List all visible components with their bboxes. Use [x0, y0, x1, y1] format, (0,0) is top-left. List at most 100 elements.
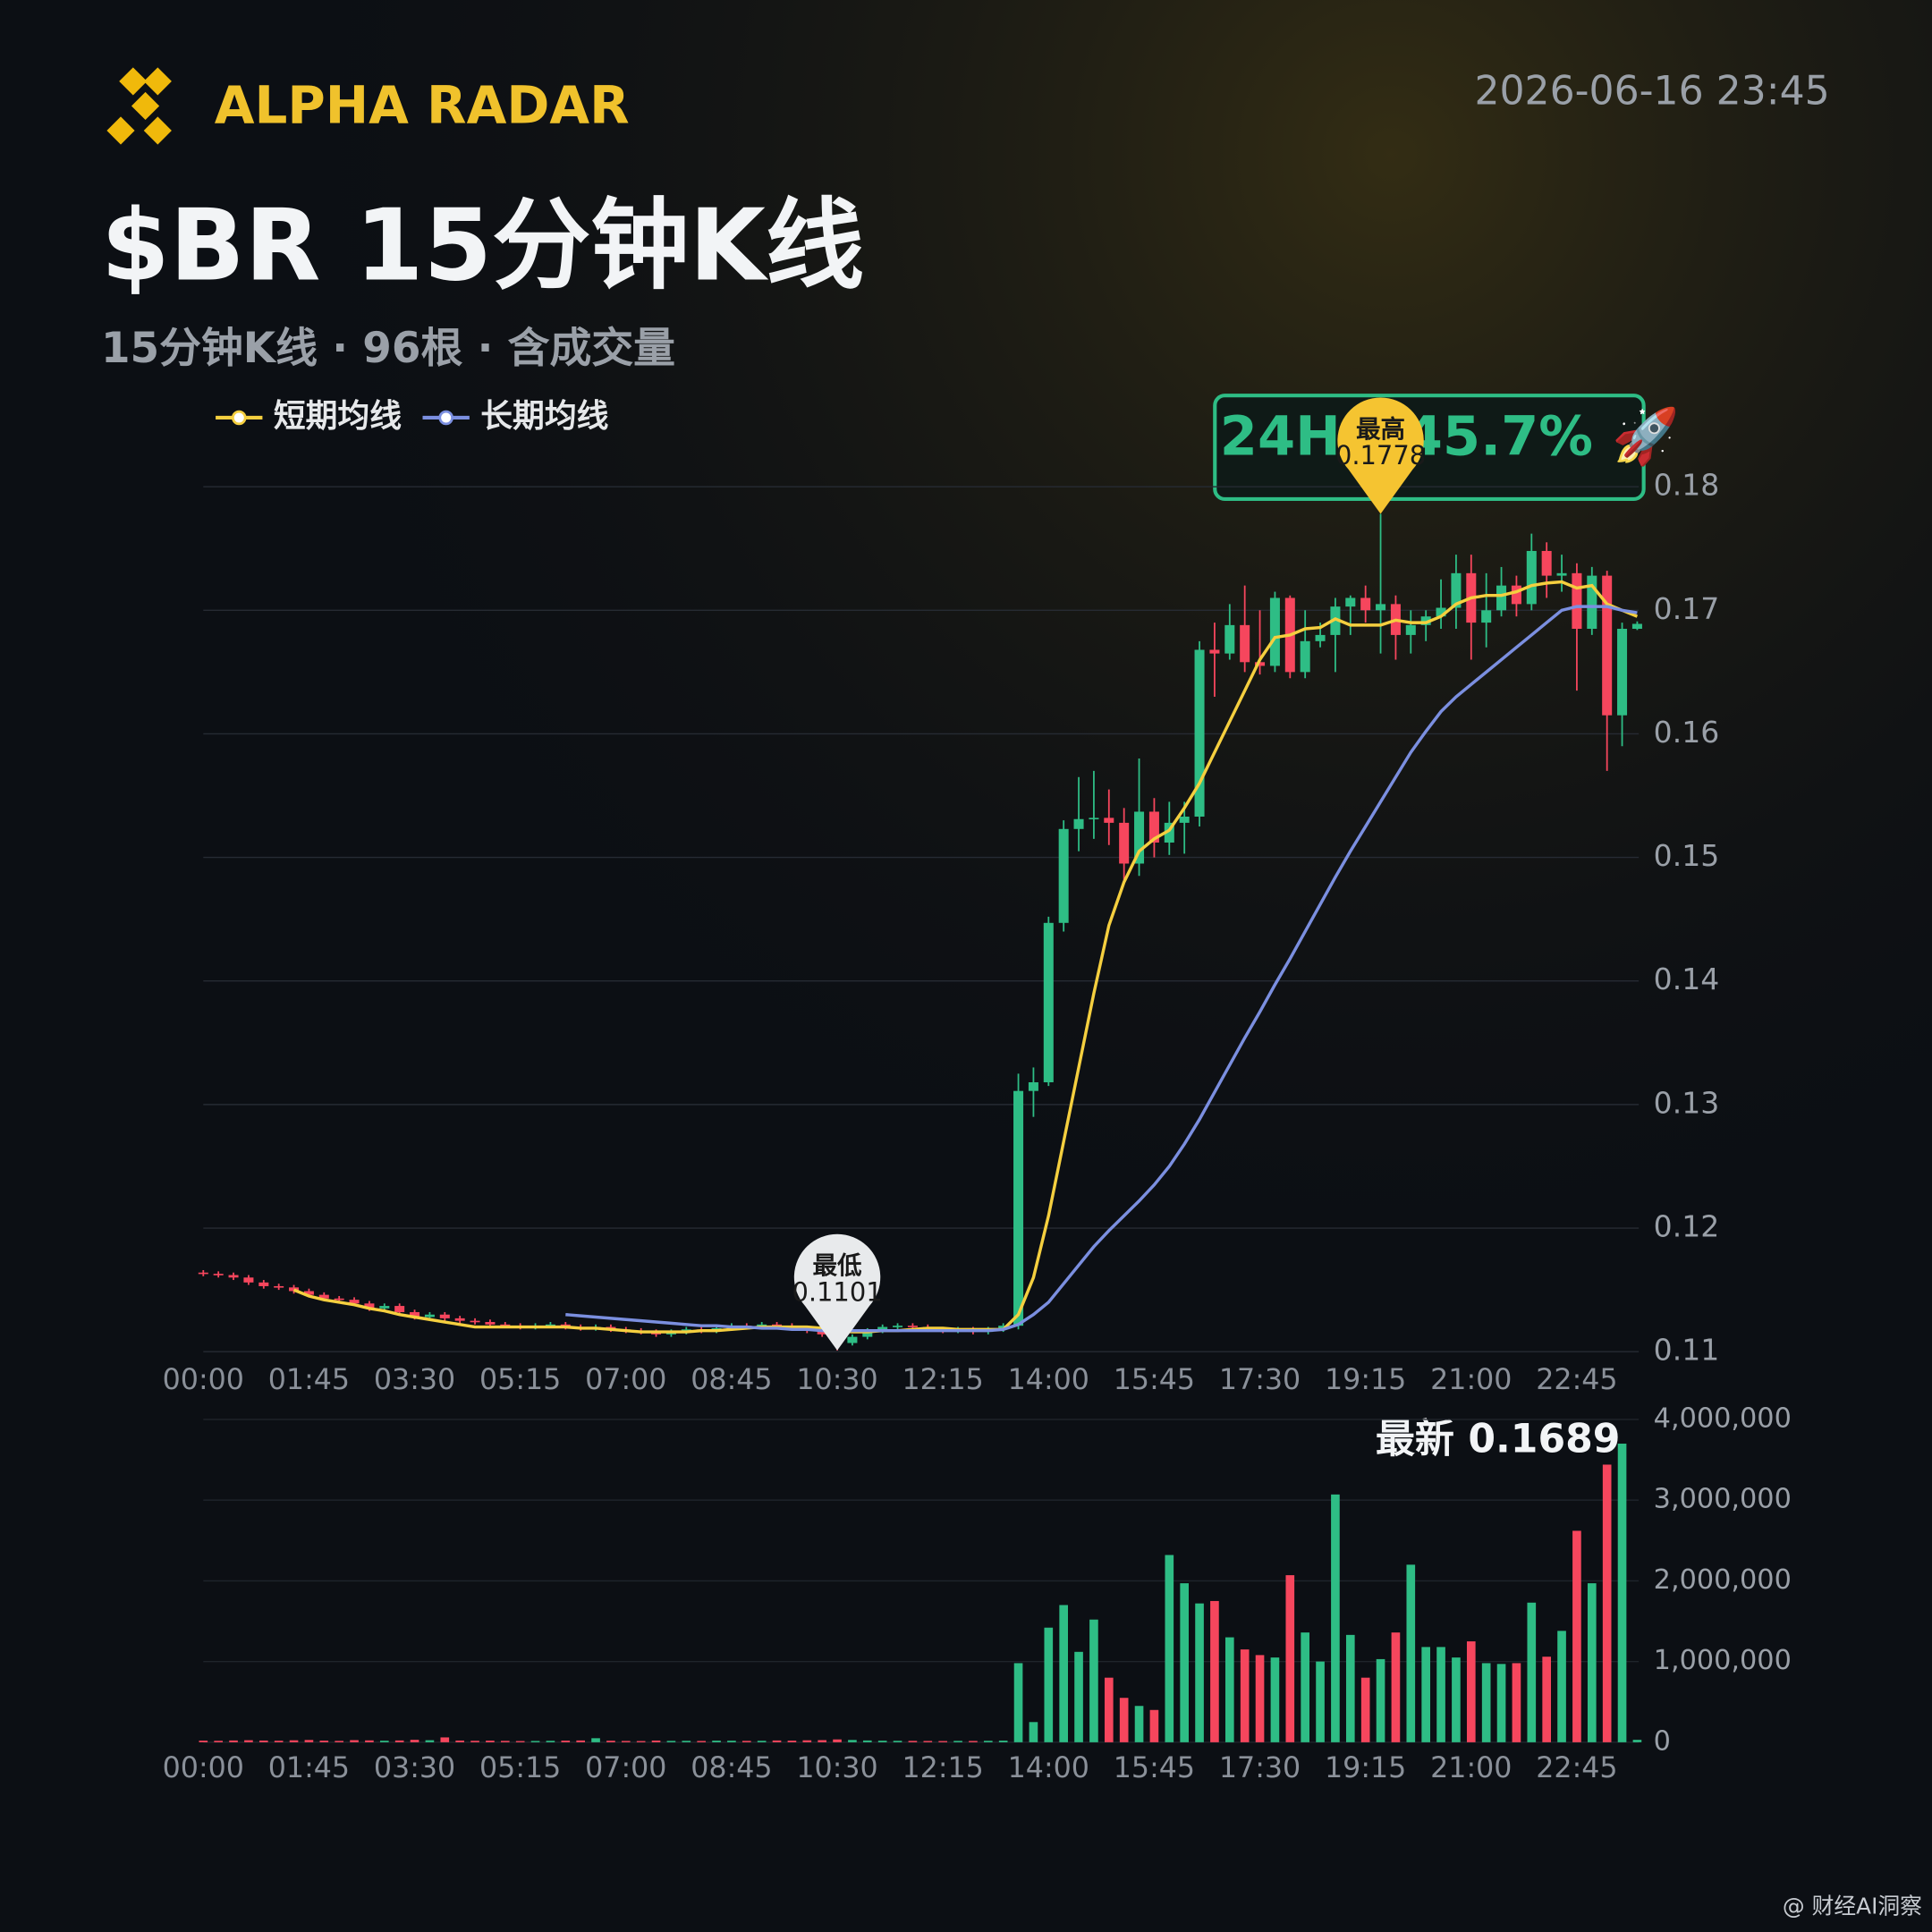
pin [793, 1233, 881, 1351]
volume-bar [1376, 1658, 1385, 1742]
y-tick-label: 0 [1654, 1725, 1671, 1757]
volume-bar [1572, 1530, 1581, 1742]
volume-bar [1029, 1722, 1038, 1742]
volume-bar [500, 1741, 510, 1742]
candle-body [349, 1300, 360, 1304]
candle-body [1119, 822, 1130, 864]
volume-bar [258, 1740, 268, 1742]
volume-bar [651, 1740, 661, 1742]
x-tick-label: 01:45 [268, 1364, 350, 1396]
x-tick-label: 17:30 [1219, 1752, 1301, 1784]
x-tick-label: 22:45 [1536, 1752, 1617, 1784]
volume-bar [515, 1741, 525, 1742]
candle-body [258, 1282, 269, 1286]
candle-body [1587, 575, 1597, 630]
candle-body [228, 1275, 239, 1278]
y-tick-label: 4,000,000 [1654, 1402, 1792, 1434]
candle-body [334, 1298, 344, 1301]
volume-bar [1210, 1600, 1219, 1742]
candle-body [364, 1303, 375, 1309]
volume-bar [379, 1741, 389, 1742]
candle-body [500, 1324, 511, 1326]
volume-bar [546, 1741, 555, 1742]
pin-value: 0.1778 [1335, 440, 1426, 470]
candle-body [213, 1274, 224, 1275]
volume-bar [682, 1741, 691, 1742]
candle-body [1315, 634, 1326, 641]
volume-bar [244, 1740, 253, 1742]
pin-value: 0.1101 [792, 1276, 882, 1307]
candle-body [1617, 629, 1628, 716]
x-tick-label: 10:30 [796, 1364, 877, 1396]
x-tick-label: 19:15 [1325, 1752, 1406, 1784]
x-tick-label: 03:30 [374, 1752, 455, 1784]
x-tick-label: 15:45 [1114, 1364, 1195, 1396]
volume-bar [606, 1741, 615, 1742]
x-tick-label: 14:00 [1008, 1364, 1089, 1396]
volume-bar [319, 1741, 329, 1742]
x-tick-label: 05:15 [479, 1752, 561, 1784]
x-tick-label: 00:00 [163, 1752, 244, 1784]
pin-label: 最高 [1356, 415, 1405, 444]
candle-body [1602, 575, 1613, 716]
volume-bar [998, 1741, 1008, 1742]
watermark: @ 财经AI洞察 [1783, 1893, 1922, 1919]
candle-body [1451, 572, 1462, 608]
volume-bar [229, 1740, 238, 1742]
candle-body [1179, 816, 1190, 823]
volume-bar [1059, 1605, 1068, 1742]
candle-body [1572, 572, 1582, 630]
volume-bar [1391, 1632, 1401, 1742]
candle-body [274, 1285, 284, 1288]
candle-body [1058, 828, 1069, 923]
volume-bar [1134, 1706, 1144, 1742]
candle-body [1300, 640, 1310, 673]
x-tick-label: 15:45 [1114, 1752, 1195, 1784]
x-tick-label: 10:30 [796, 1752, 877, 1784]
volume-bar [455, 1740, 464, 1742]
y-tick-label: 0.16 [1654, 715, 1720, 750]
candle-body [1224, 624, 1235, 654]
legend-marker [231, 410, 247, 426]
ma-line [565, 605, 1638, 1333]
x-tick-label: 03:30 [374, 1364, 455, 1396]
volume-bar [591, 1738, 600, 1742]
volume-bar [953, 1741, 962, 1742]
candle-body [1089, 818, 1099, 820]
volume-bar [1149, 1709, 1159, 1742]
x-tick-label: 08:45 [691, 1752, 772, 1784]
candle-body [1255, 662, 1266, 666]
x-tick-label: 21:00 [1430, 1752, 1512, 1784]
volume-bar [304, 1740, 314, 1742]
volume-bar [1512, 1663, 1521, 1742]
y-tick-label: 0.11 [1654, 1333, 1720, 1368]
volume-bar [1119, 1698, 1129, 1742]
candle-body [1496, 585, 1507, 611]
x-tick-label: 14:00 [1008, 1752, 1089, 1784]
candle-body [1013, 1090, 1024, 1326]
volume-bar [772, 1740, 782, 1742]
volume-bar [1542, 1657, 1551, 1742]
y-tick-label: 0.18 [1654, 468, 1720, 503]
candle-body [907, 1326, 918, 1327]
volume-bar [1331, 1494, 1340, 1742]
x-tick-label: 05:15 [479, 1364, 561, 1396]
volume-bar [1436, 1647, 1445, 1742]
volume-bar [1013, 1663, 1023, 1742]
candle-body [318, 1294, 329, 1299]
x-tick-label: 07:00 [585, 1752, 666, 1784]
volume-bar [1557, 1631, 1566, 1742]
brand: ALPHA RADAR [215, 74, 630, 135]
candle-body [424, 1314, 435, 1318]
volume-bar [1044, 1627, 1054, 1742]
candle-body [1194, 649, 1205, 817]
candle-body [303, 1291, 314, 1295]
candle-body [1148, 811, 1159, 843]
volume-bar [440, 1737, 450, 1742]
volume-bar [1285, 1575, 1295, 1742]
latest-price: 最新 0.1689 [1376, 1417, 1621, 1462]
x-tick-label: 22:45 [1536, 1364, 1617, 1396]
volume-bar [1301, 1632, 1309, 1742]
volume-bar [561, 1741, 571, 1742]
candle-body [379, 1306, 390, 1309]
